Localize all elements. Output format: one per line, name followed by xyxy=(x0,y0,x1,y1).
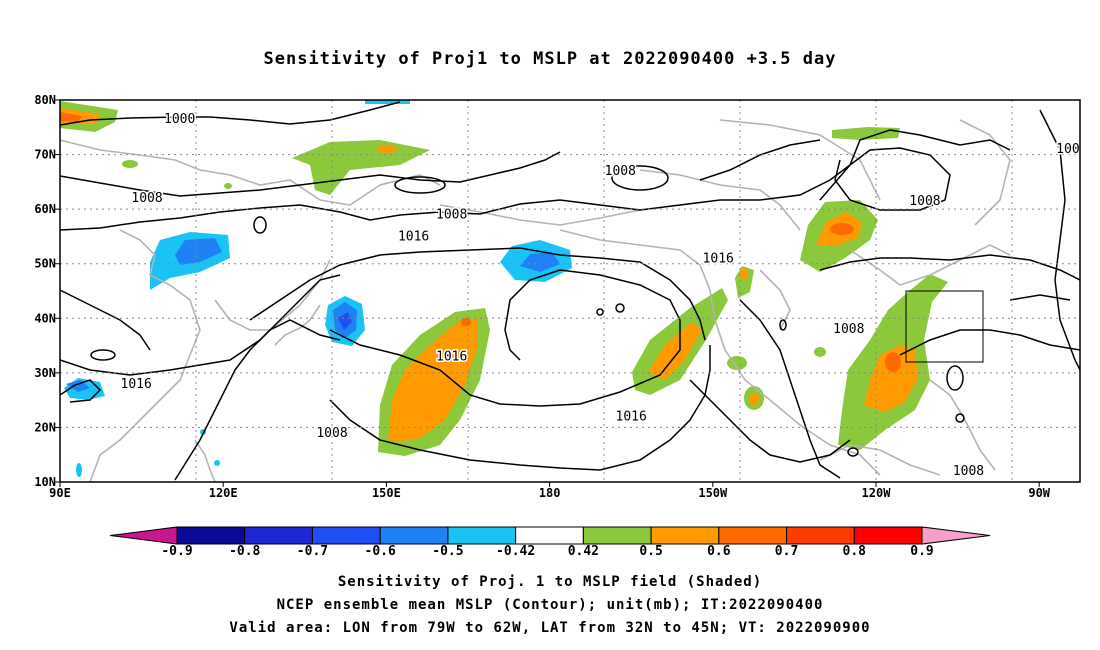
lat-tick-label: 20N xyxy=(34,420,56,434)
lon-tick-label: 90E xyxy=(49,486,71,500)
lon-tick-label: 120E xyxy=(209,486,238,500)
colorbar-label: -0.7 xyxy=(296,544,329,559)
footer-line-3: Valid area: LON from 79W to 62W, LAT fro… xyxy=(229,620,871,636)
lat-tick-label: 40N xyxy=(34,311,56,325)
colorbar-swatch xyxy=(379,526,449,545)
colorbar-under-triangle xyxy=(109,526,178,545)
lat-tick-label: 10N xyxy=(34,475,56,489)
colorbar-swatch xyxy=(311,526,381,545)
contour-label: 1016 xyxy=(398,229,429,244)
colorbar-swatch xyxy=(582,526,652,545)
contour-label: 1008 xyxy=(833,322,864,337)
lon-tick-label: 180 xyxy=(539,486,561,500)
colorbar-over-triangle xyxy=(921,526,991,545)
coastlines xyxy=(60,119,1011,482)
colorbar-label: 0.5 xyxy=(639,544,663,559)
shaded-sensitivity xyxy=(60,100,948,477)
footer-line-2: NCEP ensemble mean MSLP (Contour); unit(… xyxy=(276,597,824,613)
colorbar-swatch xyxy=(447,526,517,545)
lat-tick-label: 30N xyxy=(34,366,56,380)
gridlines xyxy=(60,100,1080,482)
lon-tick-label: 90W xyxy=(1028,486,1050,500)
colorbar-swatch xyxy=(515,526,584,545)
contour-label: 1000 xyxy=(164,112,195,127)
contour-label: 1016 xyxy=(703,251,734,266)
footer-line-1: Sensitivity of Proj. 1 to MSLP field (Sh… xyxy=(337,574,763,590)
colorbar-label: -0.9 xyxy=(161,544,193,559)
colorbar-label: 0.9 xyxy=(910,544,934,559)
contour-label: 1008 xyxy=(436,208,467,223)
map-content: 1000 1008 1008 1008 1008 1008 1008 1008 1008 1016… xyxy=(60,100,1087,482)
lat-tick-label: 80N xyxy=(34,93,56,107)
contour-label: 1016 xyxy=(616,410,647,425)
colorbar-swatch xyxy=(176,526,246,545)
colorbar-label: -0.6 xyxy=(364,544,396,559)
mslp-contours xyxy=(60,101,1080,481)
colorbar-label: 0.6 xyxy=(707,544,731,559)
colorbar-swatch xyxy=(244,526,313,545)
contour-label: 1008 xyxy=(316,426,347,441)
colorbar-label: 0.7 xyxy=(774,544,799,559)
colorbar-label: 0.42 xyxy=(567,544,600,559)
colorbar-label: -0.8 xyxy=(229,544,261,559)
colorbar-swatch xyxy=(786,526,855,545)
lat-tick-label: 60N xyxy=(34,202,56,216)
colorbar-label: -0.42 xyxy=(496,544,536,559)
colorbar-label: 0.8 xyxy=(842,544,867,559)
valid-area-box xyxy=(905,290,984,363)
contour-label: 1016 xyxy=(121,377,152,392)
contour-labels: 1000 1008 1008 1008 1008 1008 1008 1008 1008 1016… xyxy=(119,111,1087,481)
contour-label: 1008 xyxy=(953,464,984,479)
colorbar-swatch xyxy=(853,526,923,545)
map-frame xyxy=(59,99,1081,483)
colorbar xyxy=(109,526,991,545)
colorbar-swatch xyxy=(718,526,788,545)
lat-tick-label: 50N xyxy=(34,257,56,271)
contour-label: 1008 xyxy=(1056,142,1087,157)
colorbar-label: -0.5 xyxy=(432,544,464,559)
lon-tick-label: 150E xyxy=(372,486,401,500)
lon-tick-label: 150W xyxy=(698,486,728,500)
colorbar-swatch xyxy=(650,526,720,545)
chart-title: Sensitivity of Proj1 to MSLP at 20220904… xyxy=(263,49,837,69)
contour-label: 1008 xyxy=(605,164,636,179)
lat-tick-label: 70N xyxy=(34,148,56,162)
contour-label: 1008 xyxy=(909,194,940,209)
contour-label: 1008 xyxy=(131,191,162,206)
lon-tick-label: 120W xyxy=(862,486,892,500)
contour-label: 1016 xyxy=(436,349,467,364)
